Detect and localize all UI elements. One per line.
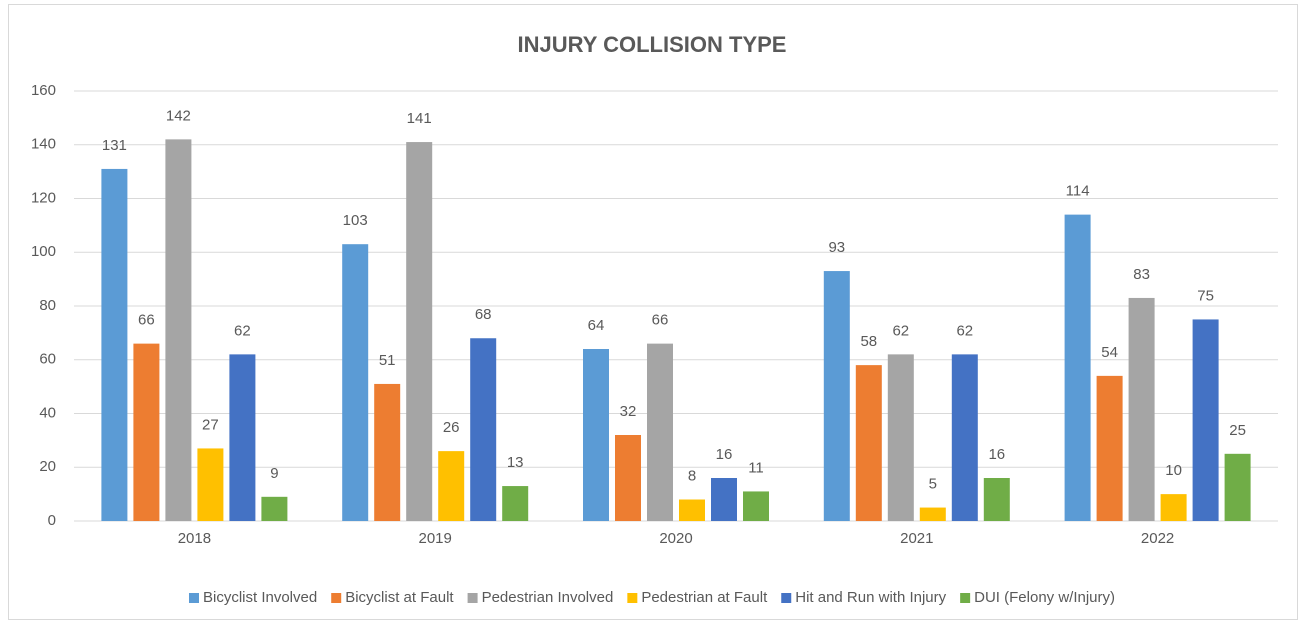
data-label: 27 [202,416,219,433]
legend-label: Bicyclist Involved [203,589,317,606]
bar [438,451,465,521]
bar [583,349,609,521]
bar [983,478,1010,521]
bar [197,448,224,521]
chart-title: INJURY COLLISION TYPE [518,32,787,57]
data-label: 8 [688,467,696,484]
bar [1192,319,1219,521]
legend-swatch [467,593,478,603]
bar [951,354,978,521]
bar [1064,214,1091,521]
y-tick-label: 160 [31,82,56,99]
data-label: 10 [1165,462,1182,479]
bar [342,244,369,521]
y-tick-label: 40 [39,404,56,421]
data-label: 141 [407,110,432,127]
data-label: 58 [860,333,877,350]
bar [1224,453,1251,521]
legend-label: Pedestrian Involved [482,589,614,606]
data-label: 32 [620,403,637,420]
x-tick-label: 2022 [1141,530,1174,547]
data-label: 68 [475,306,492,323]
data-label: 62 [956,322,973,339]
legend-label: Bicyclist at Fault [345,589,454,606]
data-label: 75 [1197,287,1214,304]
y-tick-label: 20 [39,458,56,475]
bar [1128,297,1155,521]
bar [374,383,401,521]
data-label: 103 [343,212,368,229]
data-label: 13 [507,454,524,471]
legend-swatch [960,593,971,603]
data-label: 9 [270,465,278,482]
bar [919,507,946,521]
data-label: 54 [1101,344,1118,361]
data-label: 64 [588,317,605,334]
bar [887,354,914,521]
data-label: 93 [828,239,845,256]
bar [743,491,769,521]
bar [502,486,529,521]
bar [1160,494,1187,521]
legend-swatch [627,593,638,603]
legend-swatch [331,593,342,603]
data-label: 62 [892,322,909,339]
x-tick-label: 2018 [178,530,211,547]
x-tick-label: 2019 [419,530,452,547]
y-tick-label: 80 [39,297,56,314]
legend-label: Hit and Run with Injury [795,589,946,606]
data-label: 51 [379,352,396,369]
legend-label: Pedestrian at Fault [641,589,768,606]
data-label: 66 [652,312,669,329]
y-tick-label: 100 [31,243,56,260]
y-tick-label: 140 [31,136,56,153]
data-label: 16 [988,446,1005,463]
bar [647,343,673,521]
legend-swatch [188,593,199,603]
data-label: 66 [138,312,155,329]
data-label: 5 [929,476,937,493]
x-tick-label: 2020 [659,530,692,547]
data-label: 16 [716,446,733,463]
y-tick-label: 120 [31,189,56,206]
bar [1096,375,1123,521]
bar [133,343,160,521]
bar [711,478,737,521]
data-label: 131 [102,137,127,154]
bar [101,168,128,521]
bar [261,496,288,521]
y-tick-label: 0 [48,512,56,529]
x-tick-label: 2021 [900,530,933,547]
data-label: 25 [1229,422,1246,439]
data-label: 26 [443,419,460,436]
legend-label: DUI (Felony w/Injury) [974,589,1115,606]
bar [165,139,192,521]
y-tick-label: 60 [39,351,56,368]
data-label: 142 [166,107,191,124]
bar [470,338,497,521]
bar [229,354,256,521]
data-label: 62 [234,322,251,339]
data-label: 11 [748,459,764,476]
bar [823,271,850,521]
bar [615,435,641,521]
legend-swatch [781,593,792,603]
bar [679,499,705,521]
bar [406,142,433,521]
bar [855,365,882,521]
data-label: 83 [1133,266,1150,283]
data-label: 114 [1066,183,1090,200]
